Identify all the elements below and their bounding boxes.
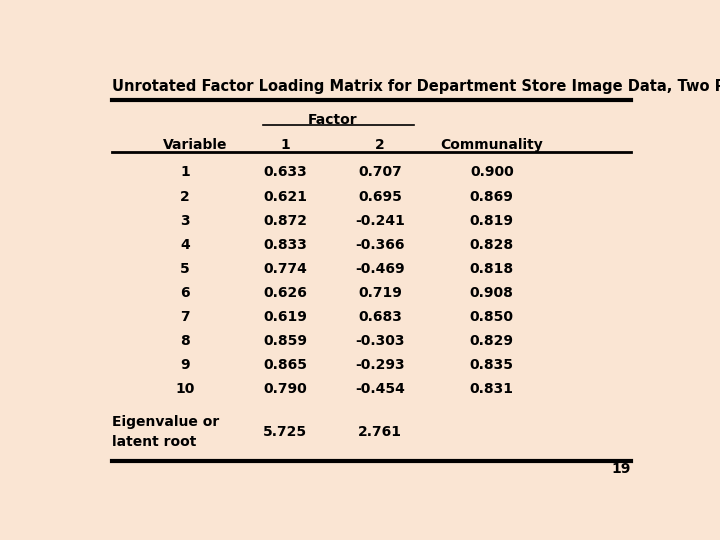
Text: 2.761: 2.761: [358, 425, 402, 439]
Text: Unrotated Factor Loading Matrix for Department Store Image Data, Two Principal C: Unrotated Factor Loading Matrix for Depa…: [112, 79, 720, 94]
Text: -0.454: -0.454: [355, 382, 405, 396]
Text: 3: 3: [180, 214, 189, 228]
Text: 10: 10: [175, 382, 194, 396]
Text: 0.790: 0.790: [264, 382, 307, 396]
Text: 8: 8: [180, 334, 190, 348]
Text: 0.900: 0.900: [470, 165, 513, 179]
Text: 0.869: 0.869: [470, 190, 513, 204]
Text: 2: 2: [375, 138, 385, 152]
Text: 0.835: 0.835: [469, 359, 514, 373]
Text: 0.621: 0.621: [264, 190, 307, 204]
Text: 9: 9: [180, 359, 189, 373]
Text: latent root: latent root: [112, 435, 197, 449]
Text: 1: 1: [280, 138, 290, 152]
Text: 0.865: 0.865: [264, 359, 307, 373]
Text: Factor: Factor: [308, 113, 358, 126]
Text: -0.366: -0.366: [356, 238, 405, 252]
Text: Communality: Communality: [441, 138, 543, 152]
Text: 0.829: 0.829: [469, 334, 514, 348]
Text: 6: 6: [180, 286, 189, 300]
Text: 5.725: 5.725: [264, 425, 307, 439]
Text: 0.908: 0.908: [470, 286, 513, 300]
Text: Eigenvalue or: Eigenvalue or: [112, 415, 220, 429]
Text: Variable: Variable: [163, 138, 227, 152]
Text: 0.774: 0.774: [264, 262, 307, 276]
Text: 0.626: 0.626: [264, 286, 307, 300]
Text: 0.633: 0.633: [264, 165, 307, 179]
Text: 1: 1: [180, 165, 190, 179]
Text: 0.695: 0.695: [359, 190, 402, 204]
Text: 0.859: 0.859: [264, 334, 307, 348]
Text: 0.683: 0.683: [359, 310, 402, 324]
Text: 7: 7: [180, 310, 189, 324]
Text: 0.828: 0.828: [469, 238, 514, 252]
Text: -0.241: -0.241: [355, 214, 405, 228]
Text: 4: 4: [180, 238, 190, 252]
Text: 0.719: 0.719: [359, 286, 402, 300]
Text: 0.872: 0.872: [264, 214, 307, 228]
Text: 0.850: 0.850: [469, 310, 514, 324]
Text: 0.819: 0.819: [469, 214, 514, 228]
Text: 2: 2: [180, 190, 190, 204]
Text: 0.707: 0.707: [359, 165, 402, 179]
Text: 0.619: 0.619: [264, 310, 307, 324]
Text: 5: 5: [180, 262, 190, 276]
Text: -0.469: -0.469: [356, 262, 405, 276]
Text: 0.831: 0.831: [469, 382, 514, 396]
Text: 0.833: 0.833: [264, 238, 307, 252]
Text: -0.303: -0.303: [356, 334, 405, 348]
Text: 0.818: 0.818: [469, 262, 514, 276]
Text: 19: 19: [612, 462, 631, 476]
Text: -0.293: -0.293: [356, 359, 405, 373]
